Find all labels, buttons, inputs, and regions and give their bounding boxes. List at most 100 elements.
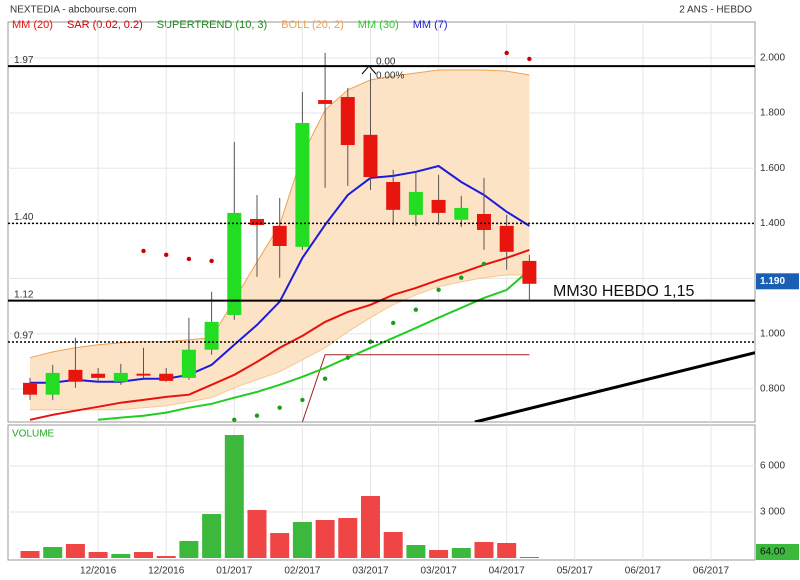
x-tick-label: 05/2017 [557, 566, 594, 577]
volume-bar [247, 510, 267, 558]
candle-body [386, 182, 401, 210]
y-tick-label: 3 000 [760, 507, 785, 518]
volume-bar [20, 551, 40, 558]
volume-bar [134, 552, 154, 558]
sar-dot [300, 397, 305, 403]
level-label: 1.97 [14, 55, 34, 66]
indicator-line [30, 164, 530, 384]
trendline [474, 351, 755, 422]
volume-bar [360, 496, 380, 558]
legend: MM (20) SAR (0.02, 0.2) SUPERTREND (10, 3)… [12, 19, 448, 31]
candle-body [181, 349, 196, 378]
candle-body [250, 218, 264, 226]
volume-bar [179, 541, 199, 558]
candle-body [68, 369, 83, 382]
volume-bar [474, 542, 494, 558]
y-tick-label: 1.000 [760, 328, 785, 339]
volume-bar [406, 544, 426, 558]
sar-dot [368, 339, 373, 344]
candle-body [227, 212, 242, 315]
change-label: 0.00 [376, 57, 396, 68]
boll-lower [30, 274, 530, 411]
y-tick-label: 2.000 [760, 53, 785, 64]
volume-bar [292, 522, 312, 558]
x-tick-label: 01/2017 [216, 566, 253, 577]
volume-bar [156, 556, 176, 558]
change-arrow [361, 65, 377, 75]
candle-body [272, 225, 287, 246]
price-tag [756, 273, 799, 290]
indicator-line [98, 269, 531, 421]
header-title: NEXTEDIA - abcbourse.com [10, 5, 137, 16]
level-label: 0.97 [14, 331, 34, 342]
volume-bar [43, 547, 63, 558]
volume-bar [497, 543, 517, 558]
candle-body [318, 100, 333, 104]
candle-body [476, 214, 491, 230]
legend-entry: MM (30) [358, 19, 399, 31]
level-label: 1.40 [14, 212, 34, 223]
sar-dot [141, 248, 146, 254]
x-tick-label: 03/2017 [352, 566, 389, 577]
sar-dot [322, 376, 328, 381]
candle-body [295, 122, 310, 247]
volume-bar [65, 544, 85, 558]
sar-dot [186, 256, 192, 262]
indicator-line [301, 354, 530, 422]
x-tick-label: 06/2017 [625, 566, 662, 577]
volume-bar [111, 553, 131, 558]
candle-body [340, 97, 355, 146]
sar-dot [209, 258, 214, 264]
volume-bar [338, 518, 358, 558]
candle-body [363, 134, 378, 178]
volume-title: VOLUME [12, 429, 55, 440]
candle-body [454, 207, 469, 220]
change-pct-label: 0.00% [376, 71, 404, 82]
legend-entry: MM (7) [413, 19, 448, 31]
candle-body [159, 373, 174, 381]
legend-entry: SUPERTREND (10, 3) [157, 19, 267, 31]
level-label: 1.12 [14, 289, 34, 300]
x-tick-label: 03/2017 [421, 566, 458, 577]
y-tick-label: 1.400 [760, 218, 785, 229]
y-tick-label: 6 000 [760, 461, 785, 472]
candle-body [499, 225, 514, 252]
x-tick-label: 06/2017 [693, 566, 730, 577]
sar-dot [436, 287, 441, 293]
volume-bar [88, 552, 108, 558]
volume-tag [756, 544, 799, 560]
volume-panel [7, 424, 756, 561]
sar-dot [390, 320, 396, 326]
candle-body [91, 373, 106, 378]
x-tick-label: 12/2016 [80, 566, 117, 577]
y-tick-label: 1.800 [760, 108, 785, 119]
y-tick-label: 1.600 [760, 163, 785, 174]
candle-body [113, 372, 128, 382]
volume-bar [315, 520, 335, 558]
sar-dot [164, 252, 169, 258]
price-plot [8, 22, 755, 422]
header-period: 2 ANS - HEBDO [679, 5, 752, 16]
sar-dot [459, 275, 464, 280]
sar-dot [504, 50, 509, 56]
candle-body [431, 199, 446, 213]
candle-body [204, 321, 219, 350]
candle-body [136, 373, 151, 376]
volume-bar [519, 557, 539, 558]
x-tick-label: 02/2017 [284, 566, 321, 577]
volume-bar [224, 435, 244, 558]
volume-bar [429, 549, 449, 558]
legend-entry: SAR (0.02, 0.2) [67, 19, 143, 31]
sar-dot [277, 405, 282, 410]
volume-bar [202, 514, 222, 558]
price-tag-label: 1.190 [760, 276, 785, 287]
legend-entry: MM (20) [12, 19, 53, 31]
indicator-line [29, 248, 530, 421]
sar-dot [527, 56, 532, 62]
volume-bar [383, 532, 403, 558]
candle-body [45, 372, 60, 395]
note-label: MM30 HEBDO 1,15 [553, 283, 694, 300]
sar-dot [481, 261, 487, 267]
volume-bar [451, 548, 471, 558]
